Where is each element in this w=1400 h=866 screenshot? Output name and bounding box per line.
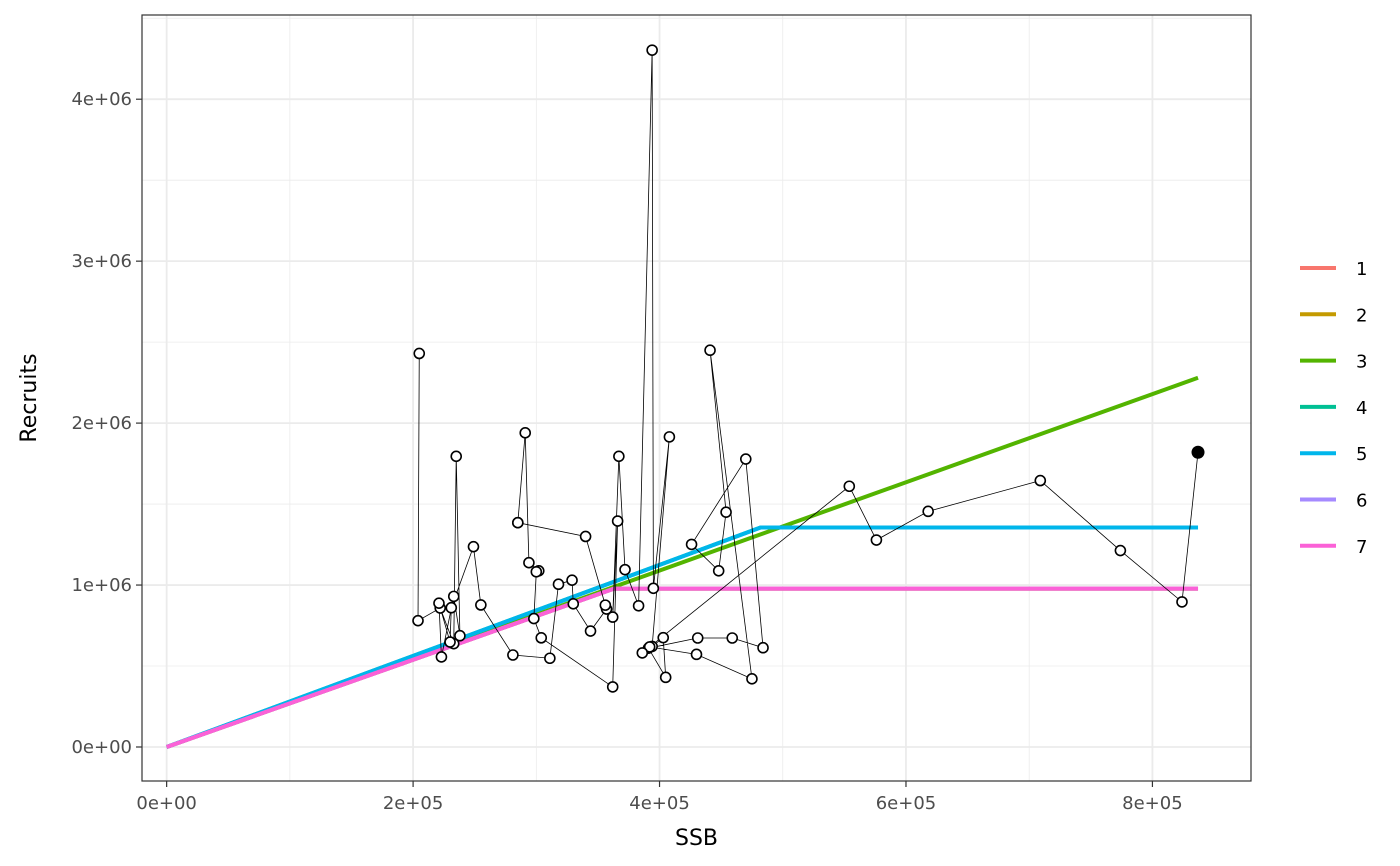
observation-point [922,505,934,518]
observation-point [643,641,656,653]
legend-label-7: 7 [1356,537,1367,558]
observation-point [523,556,535,569]
legend-label-3: 3 [1356,352,1367,373]
legend-label-1: 1 [1356,259,1367,280]
observation-point [632,599,645,612]
observation-point [685,538,698,551]
observation-point [1114,544,1127,557]
observation-point [1034,474,1047,487]
observation-point [528,612,540,625]
x-tick-label: 8e+05 [1122,793,1183,814]
observation-point [657,631,670,644]
x-tick-label: 6e+05 [876,793,937,814]
observation-point [413,347,426,360]
y-tick-label: 0e+00 [71,737,132,758]
observation-point [870,534,883,546]
observation-point [619,563,631,576]
observation-point [584,625,597,637]
observation-point [566,574,578,586]
x-axis-title: SSB [675,826,718,851]
observation-points [412,44,1205,693]
observation-point [647,582,660,595]
observation-point [704,344,716,357]
fit-lines [165,375,1199,749]
observation-point [746,673,758,685]
observation-point [445,601,458,614]
observation-point [690,648,703,661]
observation-point [519,427,532,439]
x-tick-label: 2e+05 [383,793,444,814]
observation-point [659,671,672,684]
observation-point [544,652,556,665]
y-tick-label: 4e+06 [71,89,132,110]
observation-point [599,599,612,611]
observation-point [611,515,624,527]
observation-point [726,632,739,644]
observation-point [530,565,543,578]
y-axis-title: Recruits [17,353,42,442]
observation-point [467,540,480,553]
observation-point [435,651,448,663]
observation-point [757,641,769,654]
observation-point [535,632,548,644]
grid-minor [142,15,1251,781]
legend: 1 2 3 4 5 6 7 [1300,259,1367,558]
latest-observation-point [1191,445,1205,459]
observation-point [412,614,424,627]
observation-point [606,681,619,693]
observation-point [712,564,725,577]
observation-point [720,506,732,518]
panel-border [141,14,1252,782]
x-tick-label: 0e+00 [136,793,197,814]
observation-point [552,578,565,591]
observation-point [739,453,752,465]
legend-label-5: 5 [1356,444,1367,465]
y-tick-label: 2e+06 [71,413,132,434]
observation-point [475,599,487,611]
observation-point [843,480,856,493]
legend-label-6: 6 [1356,491,1367,512]
observation-point [691,632,704,644]
observation-point [606,611,619,623]
observation-point [507,649,519,661]
observation-point [636,647,649,659]
y-tick-label: 1e+06 [71,575,132,596]
observation-point [433,597,445,609]
observation-point [646,44,658,56]
observation-point [447,590,460,603]
observation-point [512,516,524,529]
observation-point [567,598,580,610]
x-axis-ticks: 0e+00 2e+05 4e+05 6e+05 8e+05 [136,781,1183,814]
observation-point [454,629,466,642]
y-axis-ticks: 0e+00 1e+06 2e+06 3e+06 4e+06 [71,89,142,758]
y-tick-label: 3e+06 [71,251,132,272]
observation-point [450,450,463,463]
legend-label-2: 2 [1356,305,1367,326]
legend-label-4: 4 [1356,398,1367,419]
fit-line-5 [165,525,1199,749]
observation-point [1176,596,1188,608]
observation-point [444,636,456,648]
observation-point [663,431,676,443]
x-tick-label: 4e+05 [629,793,690,814]
observation-point [579,530,592,543]
observation-point [613,450,625,463]
grid-major [142,15,1251,781]
